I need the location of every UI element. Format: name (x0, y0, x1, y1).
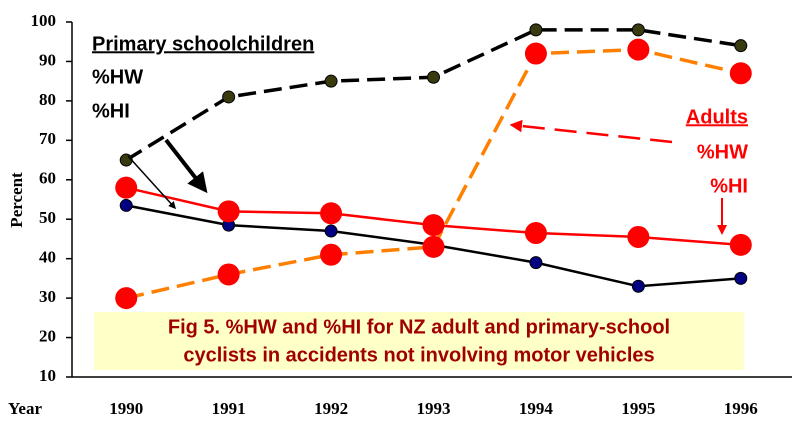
x-tick-label: 1994 (519, 399, 554, 418)
data-point (119, 153, 133, 167)
data-point (729, 233, 752, 256)
data-point (729, 62, 752, 85)
data-point (529, 23, 543, 37)
x-tick-label: 1990 (109, 399, 143, 418)
data-point (217, 200, 240, 223)
data-point (320, 202, 343, 225)
annotation: %HI (92, 100, 130, 122)
data-point (627, 225, 650, 248)
annotation: Adults (686, 106, 748, 128)
data-point (524, 42, 547, 65)
data-point (529, 256, 543, 270)
data-point (119, 198, 133, 212)
arrow (127, 155, 177, 210)
data-point (115, 176, 138, 199)
y-tick-label: 80 (39, 90, 56, 109)
x-tick-label: 1996 (724, 399, 758, 418)
y-tick-label: 20 (39, 326, 56, 345)
annotation: %HW (697, 141, 748, 163)
y-tick-label: 100 (31, 11, 57, 30)
annotation: Primary schoolchildren (92, 33, 314, 55)
y-axis-label: Percent (7, 172, 26, 228)
y-tick-label: 10 (39, 366, 56, 385)
y-tick-label: 40 (39, 248, 56, 267)
y-tick-label: 70 (39, 129, 56, 148)
data-point (631, 279, 645, 293)
data-point (324, 74, 338, 88)
data-point (324, 224, 338, 238)
data-point (734, 39, 748, 53)
caption: cyclists in accidents not involving moto… (183, 344, 654, 366)
data-point (320, 243, 343, 266)
x-tick-label: 1991 (212, 399, 246, 418)
y-tick-label: 90 (39, 50, 56, 69)
y-tick-label: 60 (39, 169, 56, 188)
series-line (125, 47, 742, 300)
x-tick-label: 1992 (314, 399, 348, 418)
data-point (524, 222, 547, 245)
data-point (427, 70, 440, 84)
data-point (222, 90, 236, 104)
data-point (627, 38, 650, 61)
y-tick-label: 50 (39, 208, 56, 227)
data-point (115, 287, 138, 310)
annotation: %HI (710, 175, 748, 197)
x-tick-label: 1993 (417, 399, 451, 418)
x-axis-label: Year (8, 399, 42, 418)
caption: Fig 5. %HW and %HI for NZ adult and prim… (168, 316, 670, 338)
x-tick-label: 1995 (621, 399, 655, 418)
data-point (631, 23, 645, 37)
caption-bg (94, 312, 744, 370)
data-point (734, 271, 748, 285)
annotation: %HW (92, 66, 143, 88)
data-point (217, 263, 240, 286)
arrow (164, 138, 208, 194)
data-point (422, 235, 445, 258)
data-point (422, 214, 445, 237)
arrow (509, 119, 673, 144)
y-tick-label: 30 (39, 287, 56, 306)
